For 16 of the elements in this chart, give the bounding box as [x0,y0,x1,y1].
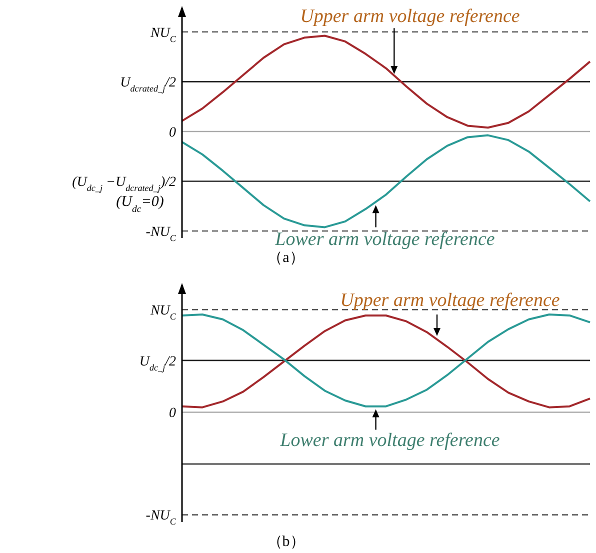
text: （b） [267,534,305,550]
text: Upper arm voltage reference [300,6,520,27]
text: Lower arm voltage reference [274,229,495,250]
text: Lower arm voltage reference [279,430,500,451]
text: （a） [268,250,304,266]
text: Upper arm voltage reference [340,290,560,311]
ref-line-label: -NU$_{C}$ [146,224,177,243]
ref-line-label: U$_{dc_j}$/2 [139,354,176,372]
ref-line-label: 0 [169,125,176,140]
ref-line-label: (U$_{dc_j}$ −U$_{dcrated_j}$)/2 [72,175,176,194]
ref-line-label: NU$_{C}$ [149,304,177,322]
ref-line-label: -NU$_{C}$ [146,508,177,527]
ref-line-label: NU$_{C}$ [149,26,177,44]
text: (U$_{dc}$=0) [116,194,164,214]
ref-line-label: U$_{dcrated_j}$/2 [120,76,176,94]
ref-line-label: 0 [169,406,176,422]
